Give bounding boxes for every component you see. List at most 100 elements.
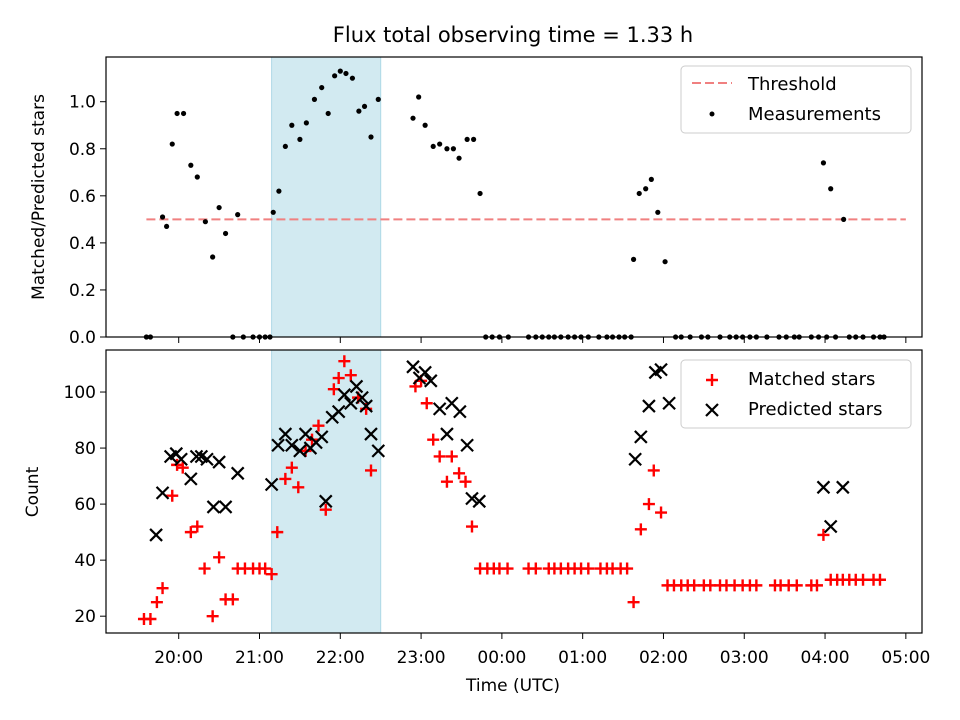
ratio-y-axis-label: Matched/Predicted stars: [29, 94, 49, 300]
count-y-axis-ticks: 20 40 60 80 100: [64, 383, 106, 627]
measurement-point: [375, 96, 381, 102]
predicted-point: [293, 444, 307, 458]
measurement-point: [319, 84, 325, 91]
matched-point: [271, 526, 284, 539]
matched-point: [857, 573, 870, 586]
y-tick-label: 60: [74, 495, 96, 515]
measurement-point: [194, 174, 200, 180]
measurement-point: [325, 110, 331, 117]
predicted-point: [285, 438, 299, 453]
y-tick-label: 80: [74, 439, 96, 459]
predicted-point: [424, 374, 438, 388]
measurement-point: [437, 141, 443, 147]
predicted-point: [189, 449, 204, 464]
predicted-point: [406, 360, 420, 374]
count-x-axis-ticks: 20:00 21:00 22:00 23:00 00:00 01:00 02:00 03:00…: [154, 633, 930, 668]
matched-point: [445, 450, 458, 463]
legend-matched-label: Matched stars: [748, 369, 875, 390]
measurement-point: [276, 188, 282, 194]
matched-point: [191, 520, 204, 533]
matched-point: [627, 596, 640, 609]
measurement-point: [456, 155, 462, 161]
measurement-point: [303, 120, 309, 126]
predicted-point: [654, 362, 668, 377]
matched-point: [259, 562, 272, 575]
measurement-point: [349, 75, 356, 81]
matched-point: [582, 562, 595, 575]
ratio-legend-box: [680, 65, 912, 134]
x-tick-label: 01:00: [558, 648, 607, 668]
measurement-point: [343, 70, 349, 77]
count-points: [137, 355, 886, 625]
measurement-point: [202, 219, 208, 225]
matched-point: [327, 383, 340, 396]
matched-point: [750, 579, 763, 592]
y-tick-label: 40: [74, 551, 96, 571]
y-tick-label: 0.0: [69, 328, 96, 348]
ratio-y-axis-ticks: 0.0 0.2 0.4 0.6 0.8 1.0: [69, 93, 106, 348]
matched-point: [810, 579, 823, 592]
matched-point: [176, 461, 189, 474]
x-tick-label: 20:00: [154, 648, 203, 668]
measurement-point: [169, 141, 175, 147]
matched-point: [338, 355, 351, 368]
count-axes-frame: [105, 349, 923, 634]
matched-point: [364, 464, 377, 477]
ratio-x-axis-ticks: [178, 337, 907, 343]
measurement-point: [477, 190, 483, 197]
count-y-axis-label: Count: [23, 466, 43, 517]
matched-point: [312, 419, 325, 432]
measurement-point: [636, 190, 642, 197]
matched-point: [332, 372, 345, 385]
measurement-point: [643, 186, 649, 192]
measurement-point: [216, 204, 222, 211]
predicted-point: [149, 528, 163, 542]
predicted-point: [278, 427, 293, 441]
predicted-point: [337, 388, 352, 402]
predicted-point: [314, 430, 329, 444]
measurement-point: [841, 216, 847, 222]
legend-measurements-label: Measurements: [748, 104, 881, 125]
x-tick-label: 22:00: [316, 648, 365, 668]
measurement-point: [368, 134, 374, 140]
matched-point: [299, 444, 312, 457]
matched-point: [453, 467, 466, 480]
measurement-point: [648, 176, 654, 182]
measurement-point: [235, 212, 241, 218]
matched-point: [292, 481, 305, 494]
predicted-point: [218, 500, 233, 514]
predicted-point: [440, 427, 454, 441]
y-tick-label: 0.4: [69, 234, 96, 254]
measurement-point: [159, 214, 166, 220]
matched-point: [285, 461, 298, 474]
predicted-point: [355, 390, 369, 405]
matched-point: [279, 472, 292, 485]
legend-matched-swatch: [706, 374, 718, 386]
matched-point: [873, 573, 886, 586]
x-tick-label: 21:00: [235, 648, 284, 668]
measurement-point: [416, 94, 422, 100]
matched-point: [156, 582, 169, 595]
matched-point: [184, 526, 197, 539]
matched-point: [265, 568, 278, 581]
legend-predicted-label: Predicted stars: [748, 399, 882, 420]
measurement-point: [361, 103, 368, 110]
count-legend: Matched stars Predicted stars: [680, 359, 912, 429]
matched-point: [647, 464, 660, 477]
predicted-point: [212, 455, 226, 469]
predicted-point: [318, 494, 333, 509]
measurement-point: [180, 110, 187, 117]
predicted-point: [349, 379, 364, 394]
x-tick-label: 23:00: [397, 648, 446, 668]
predicted-point: [465, 491, 479, 506]
measurement-point: [332, 73, 338, 79]
predicted-point: [200, 452, 214, 467]
measurement-point: [444, 146, 450, 152]
legend-threshold-label: Threshold: [747, 74, 837, 95]
predicted-point: [359, 399, 373, 413]
count-legend-box: [680, 359, 912, 429]
predicted-point: [371, 444, 386, 458]
matched-point: [621, 562, 634, 575]
measurement-point: [630, 256, 637, 262]
